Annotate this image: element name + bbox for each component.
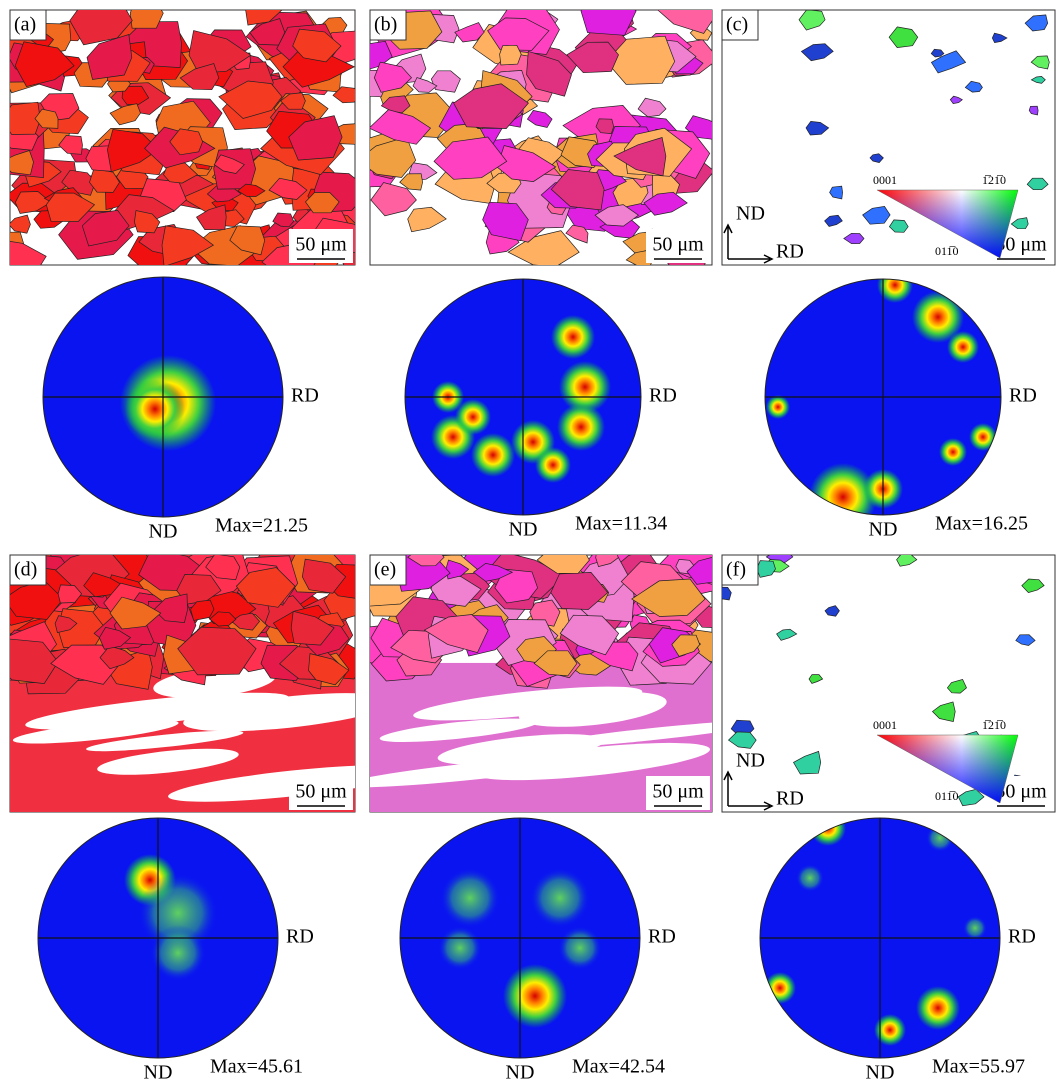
intensity-spot [766,395,790,419]
panel-label: (f) [726,559,746,581]
pole-rd: RD [1009,385,1037,407]
scale-bar-text: 50 μm [652,781,704,803]
scale-bar-text: 50 μm [295,234,347,256]
pole-rd: RD [286,926,314,948]
legend-corner: 1̅21̅0 [982,718,1006,732]
ebsd-map: (b) 50 μm [343,0,725,279]
pole-figure: RD ND Max=42.54 [400,818,676,1082]
ebsd-map: (d) 50 μm [0,535,418,812]
pole-figure: RD ND Max=16.25 [765,267,1037,541]
pole-figure: RD ND Max=55.97 [760,810,1036,1082]
axis-rd: RD [776,241,804,263]
grain [500,45,522,65]
axis-nd: ND [736,750,765,772]
panel-label: (a) [14,14,36,36]
pole-figure: RD ND Max=11.34 [405,279,677,541]
pole-max: Max=21.25 [215,515,308,537]
pole-figure: RD ND Max=21.25 [43,277,319,543]
grain [716,587,731,600]
legend-corner: 0001 [873,173,897,187]
figure: (a) 50 μm RD ND Max=21.25 (b) 50 μm RD ND Max=11.… [0,0,1061,1082]
intensity-spot [810,810,846,846]
intensity-spot [471,433,515,477]
grains [0,535,418,812]
legend-corner: 0001 [873,718,897,732]
legend-corner: 011̅0 [935,244,959,258]
pole-nd: ND [144,1062,173,1082]
pole-rd: RD [1008,926,1036,948]
intensity-spot [947,331,979,363]
pole-max: Max=11.34 [575,513,667,535]
scale-bar-text: 50 μm [652,234,704,256]
intensity-spot [764,972,796,1004]
intensity-spot [874,1014,906,1046]
axis-nd: ND [736,203,765,225]
pole-rd: RD [291,385,319,407]
legend-corner: 1̅21̅0 [982,173,1006,187]
panel-label: (d) [14,559,37,581]
intensity-spot [916,986,960,1030]
pole-figure: RD ND Max=45.61 [38,818,314,1082]
intensity-spot [796,864,824,892]
grain [2,102,40,134]
intensity-spot [551,315,595,359]
intensity-spot [438,926,482,970]
intensity-spot [926,824,954,852]
grain [130,0,163,28]
intensity-spot [125,379,185,439]
panel-label: (e) [374,559,396,581]
ebsd-map: (e) 50 μm [337,534,766,812]
intensity-spot [558,926,602,970]
legend-corner: 011̅0 [935,789,959,803]
pole-nd: ND [149,521,178,543]
intensity-spot [963,916,987,940]
ebsd-map: (a) 50 μm [0,0,371,281]
axis-rd: RD [776,788,804,810]
pole-max: Max=55.97 [932,1056,1025,1078]
pole-nd: ND [506,1062,535,1082]
pole-nd: ND [866,1062,895,1082]
intensity-spot [530,868,590,928]
pole-nd: ND [869,519,898,541]
intensity-spot [969,423,997,451]
intensity-spot [557,403,605,451]
panel-label: (c) [726,14,748,36]
intensity-spot [455,399,491,435]
intensity-spot [939,438,967,466]
intensity-spot [440,868,500,928]
scale-bar-text: 50 μm [295,781,347,803]
pole-max: Max=45.61 [210,1056,303,1078]
intensity-spot [535,447,571,483]
panel-label: (b) [374,14,397,36]
pole-max: Max=16.25 [935,513,1028,535]
pole-max: Max=42.54 [572,1056,665,1078]
pole-rd: RD [649,385,677,407]
intensity [120,355,216,451]
pole-nd: ND [509,519,538,541]
intensity-spot [503,964,567,1028]
pole-rd: RD [648,926,676,948]
